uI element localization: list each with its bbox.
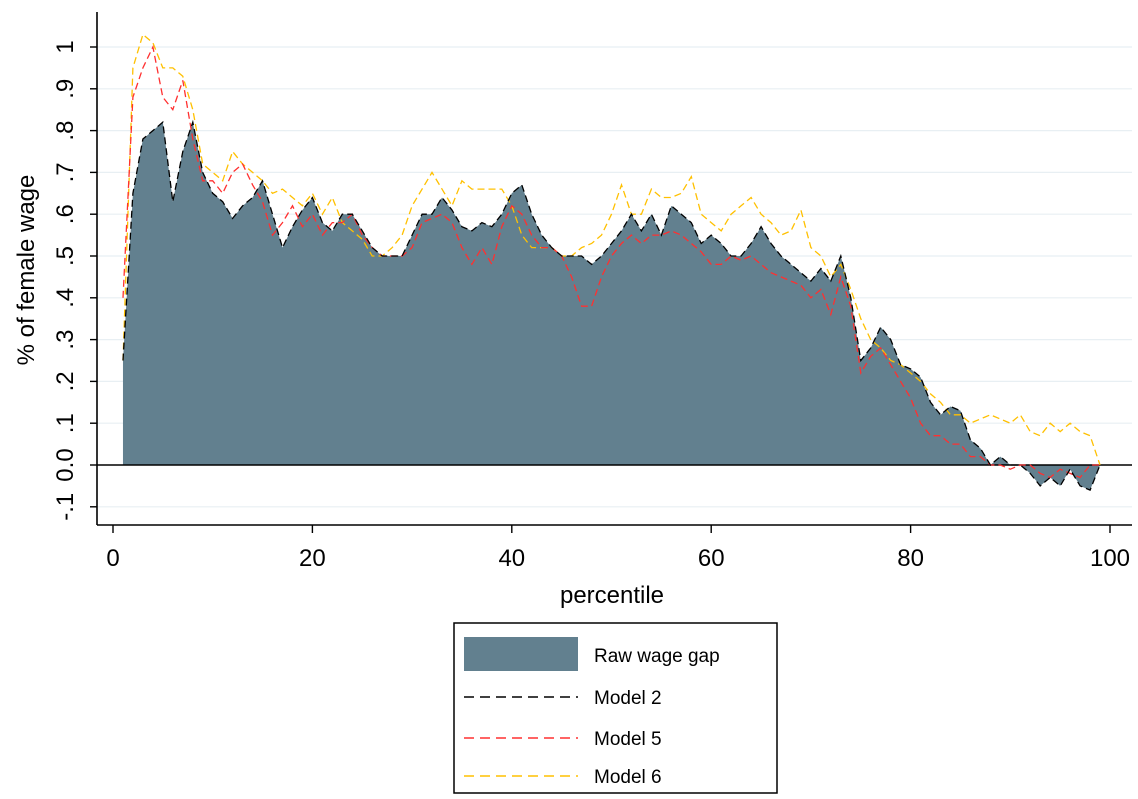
y-tick-label: .3 [52, 330, 79, 350]
raw-wage-gap-legend-label: Raw wage gap [594, 646, 720, 667]
legend: Raw wage gap Model 2 Model 5 Model 6 [453, 622, 778, 794]
model-6-line [122, 33, 1101, 466]
x-axis-ticks: 0 20 40 60 80 100 [106, 525, 1130, 572]
model-5-legend-label: Model 5 [594, 729, 662, 750]
x-tick-label: 40 [498, 545, 525, 572]
x-tick-label: 100 [1090, 545, 1130, 572]
model-5-line [122, 44, 1100, 479]
y-axis-title: % of female wage [13, 175, 40, 366]
x-tick-label: 20 [299, 545, 326, 572]
x-axis-title: percentile [560, 582, 664, 609]
model-6-legend-label: Model 6 [594, 767, 662, 788]
x-tick-label: 60 [698, 545, 725, 572]
x-tick-label: 0 [106, 545, 119, 572]
axes [96, 12, 1132, 526]
model-2-legend-label: Model 2 [594, 688, 662, 709]
y-tick-label: -.1 [52, 493, 79, 521]
y-tick-label: .7 [52, 162, 79, 182]
y-tick-label: .8 [52, 121, 79, 141]
y-tick-label: .2 [52, 371, 79, 391]
model-lines-layer [122, 33, 1101, 491]
y-tick-label: .6 [52, 204, 79, 224]
y-tick-label: .5 [52, 246, 79, 266]
y-tick-label: 1 [52, 40, 79, 53]
y-tick-label: .4 [52, 288, 79, 308]
raw-wage-gap-area-layer [122, 122, 1101, 491]
y-axis-ticks: -.1 0.0 .1 .2 .3 .4 .5 .6 .7 .8 .9 1 [52, 40, 97, 521]
raw-wage-gap-area [122, 122, 1101, 491]
raw-wage-gap-legend-swatch [464, 637, 578, 671]
model-2-line [122, 119, 1101, 491]
y-tick-label: .1 [52, 413, 79, 433]
y-tick-label: 0.0 [52, 448, 79, 481]
x-tick-label: 80 [897, 545, 924, 572]
y-tick-label: .9 [52, 79, 79, 99]
